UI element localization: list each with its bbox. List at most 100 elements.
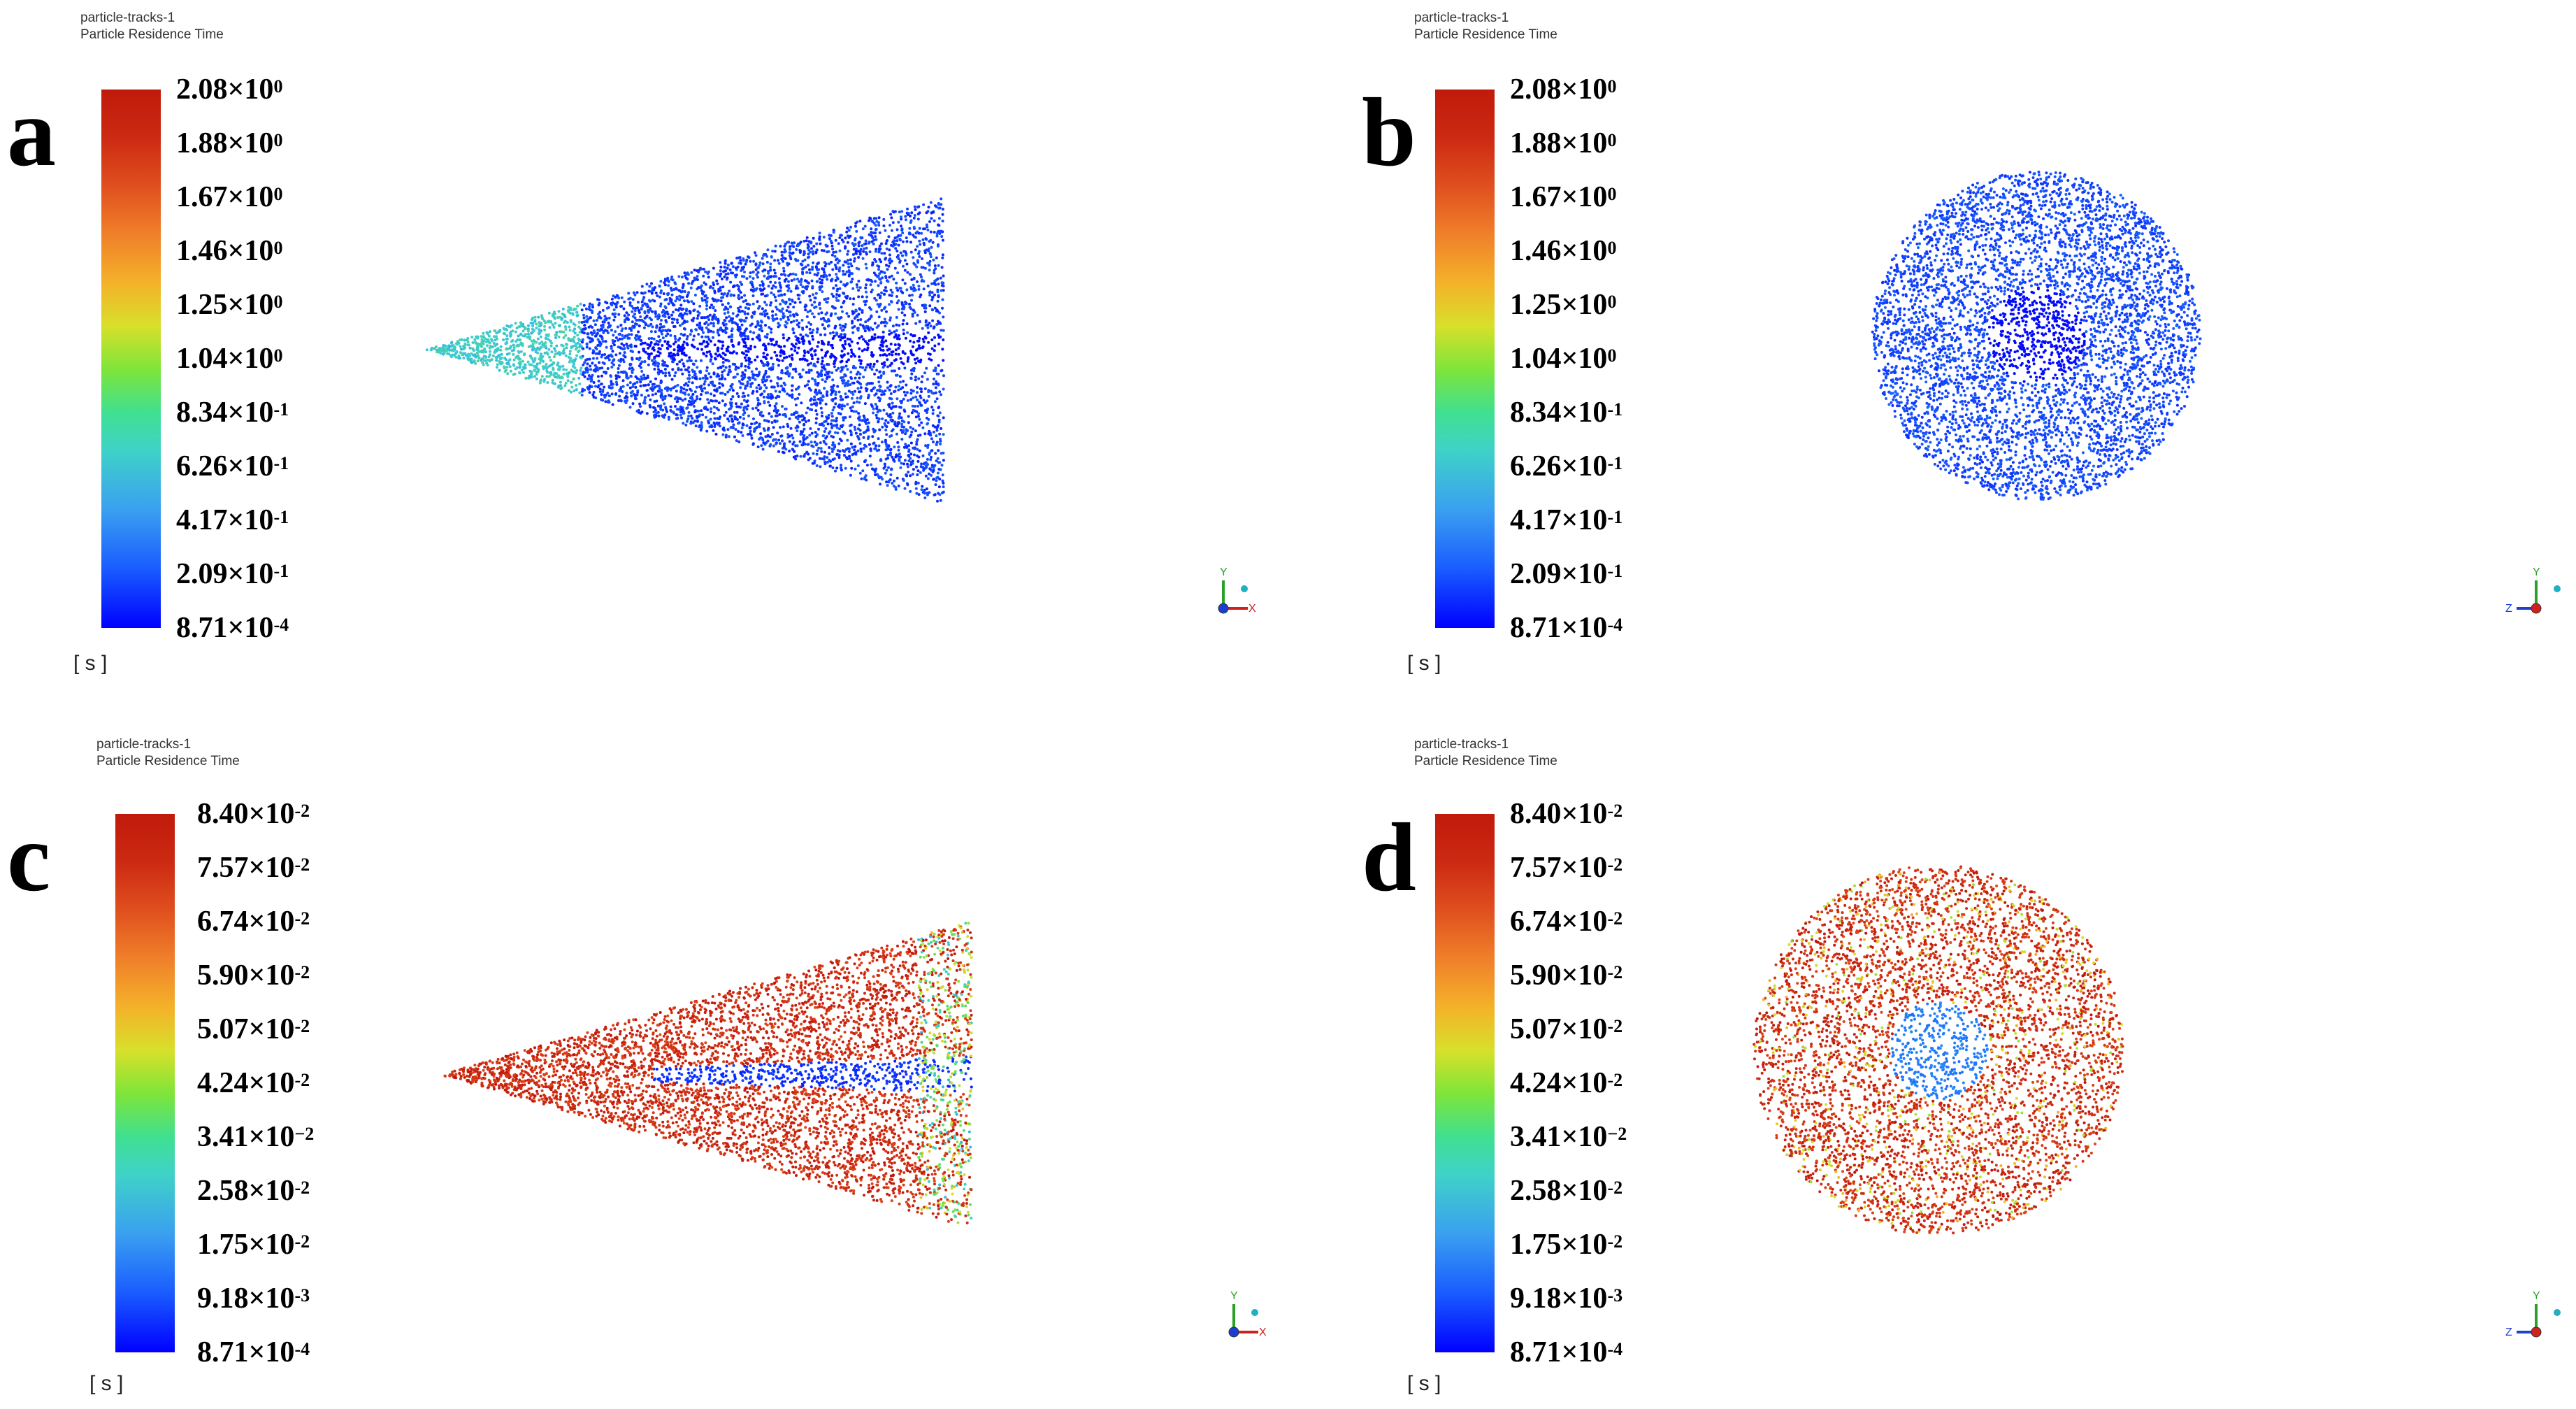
particle-point [877,437,880,441]
particle-point [747,335,750,338]
particle-point [796,411,799,414]
particle-point [815,452,819,456]
particle-point [645,282,649,286]
particle-point [917,339,921,343]
particle-point [720,373,724,377]
particle-point [600,393,603,396]
particle-point [776,382,779,385]
particle-point [572,322,575,326]
particle-point [895,286,898,289]
particle-point [822,236,826,239]
particle-point [624,327,628,330]
particle-point [758,411,762,415]
particle-point [703,380,707,383]
particle-point [611,313,614,315]
particle-point [861,309,864,313]
particle-point [579,327,582,330]
particle-point [798,357,802,361]
particle-point [843,384,847,387]
particle-point [902,328,905,331]
particle-point [700,335,704,338]
particle-point [882,341,885,344]
particle-point [712,266,715,270]
particle-point [832,294,835,298]
particle-point [815,392,819,396]
particle-point [879,321,883,324]
particle-point [868,366,872,369]
particle-point [656,343,660,346]
particle-point [687,380,691,384]
particle-point [822,424,826,427]
particle-point [927,331,930,334]
particle-point [598,344,602,348]
particle-point [704,415,707,419]
particle-point [909,339,912,343]
particle-point [871,328,875,331]
particle-point [567,371,570,375]
particle-point [740,378,744,381]
particle-point [794,367,797,371]
particle-point [805,451,808,455]
particle-point [941,213,944,216]
particle-point [879,260,883,264]
particle-point [611,339,614,342]
particle-point [729,397,733,401]
particle-point [640,285,644,288]
particle-point [851,278,854,281]
particle-point [598,361,600,364]
particle-point [919,403,923,407]
particle-point [870,219,874,222]
particle-point [921,375,924,378]
particle-point [910,430,914,434]
particle-point [775,275,778,278]
particle-point [914,288,917,292]
particle-point [859,448,863,451]
particle-point [826,417,829,420]
particle-point [645,412,649,415]
particle-point [783,345,786,348]
particle-point [940,393,942,396]
particle-point [710,410,712,413]
particle-point [737,285,740,288]
particle-point [817,312,821,315]
particle-point [646,352,649,356]
particle-point [744,344,748,348]
particle-point [884,286,887,289]
particle-point [698,321,702,324]
particle-point [604,340,607,343]
particle-point [731,265,735,269]
particle-point [659,291,663,294]
particle-point [763,419,766,422]
particle-point [895,397,899,401]
particle-point [783,245,786,248]
particle-point [812,252,815,256]
particle-point [714,317,718,321]
particle-point [809,309,812,313]
particle-point [657,355,661,357]
particle-point [770,327,773,331]
particle-point [786,262,789,265]
particle-point [888,276,891,279]
particle-point [573,336,576,339]
particle-point [546,381,549,384]
particle-point [668,344,671,348]
particle-point [654,415,658,418]
particle-point [886,365,889,369]
particle-point [897,445,900,449]
particle-point [620,371,623,374]
particle-point [796,278,799,281]
particle-point [749,271,752,275]
particle-point [791,376,794,379]
particle-point [904,218,907,222]
particle-point [831,466,835,469]
particle-point [848,457,851,460]
particle-point [890,362,893,365]
particle-point [505,337,508,341]
particle-point [883,361,886,364]
particle-point [686,335,689,338]
particle-point [920,462,923,466]
particle-point [617,338,620,342]
particle-point [585,366,589,370]
particle-point [686,417,690,421]
particle-point [714,357,717,361]
